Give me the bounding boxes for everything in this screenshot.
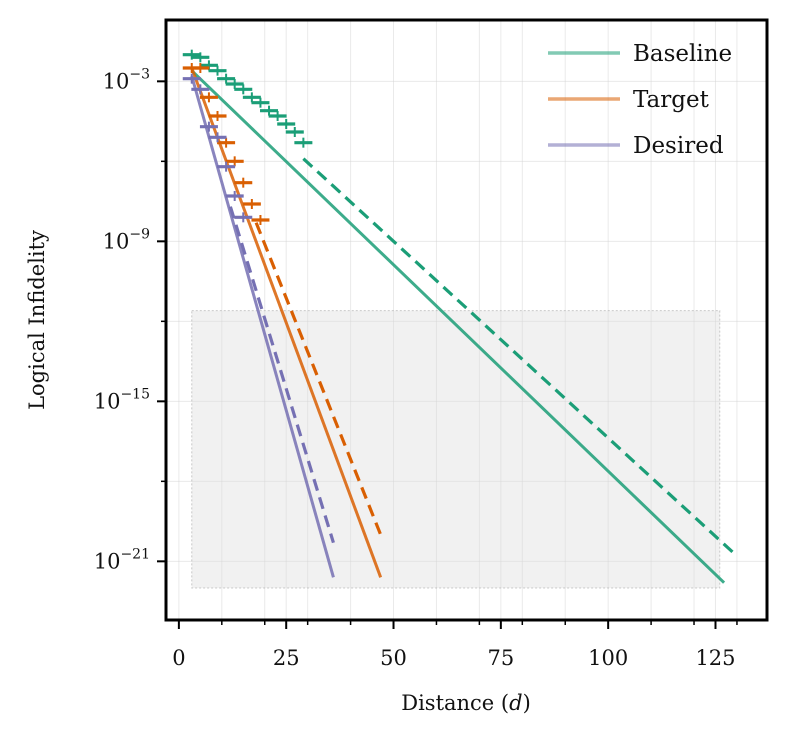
target-fit-line [190, 67, 383, 578]
x-tick-label: 25 [273, 646, 300, 670]
baseline-fit-line [190, 69, 726, 584]
legend-label-target: Target [633, 87, 710, 113]
x-tick-label: 100 [588, 646, 628, 670]
legend-label-desired: Desired [633, 133, 724, 159]
y-tick-label: 10−9 [103, 226, 150, 253]
plot-frame [164, 18, 769, 622]
y-tick-label: 10−15 [94, 386, 150, 413]
desired-extrapolation-line [228, 206, 335, 544]
series-baseline [182, 49, 739, 584]
x-axis-label: Distance (d) [401, 691, 531, 715]
series-desired [182, 73, 335, 578]
y-axis-label: Logical Infidelity [25, 230, 49, 410]
x-tick-label: 125 [695, 646, 735, 670]
legend: Baseline Target Desired [548, 41, 732, 159]
x-tick-label: 0 [172, 646, 185, 670]
axes: 0 25 50 75 100 125 10−3 10−9 10−15 10−21 [94, 66, 738, 670]
grid [166, 20, 767, 620]
series-layer [182, 49, 739, 584]
y-tick-label: 10−21 [94, 546, 150, 573]
legend-label-baseline: Baseline [633, 41, 732, 67]
x-tick-label: 50 [380, 646, 407, 670]
series-target [182, 63, 383, 578]
baseline-extrapolation-line [302, 157, 739, 558]
x-tick-label: 75 [487, 646, 514, 670]
desired-fit-line [190, 75, 335, 578]
shaded-region [191, 310, 721, 589]
y-tick-label: 10−3 [103, 66, 150, 93]
